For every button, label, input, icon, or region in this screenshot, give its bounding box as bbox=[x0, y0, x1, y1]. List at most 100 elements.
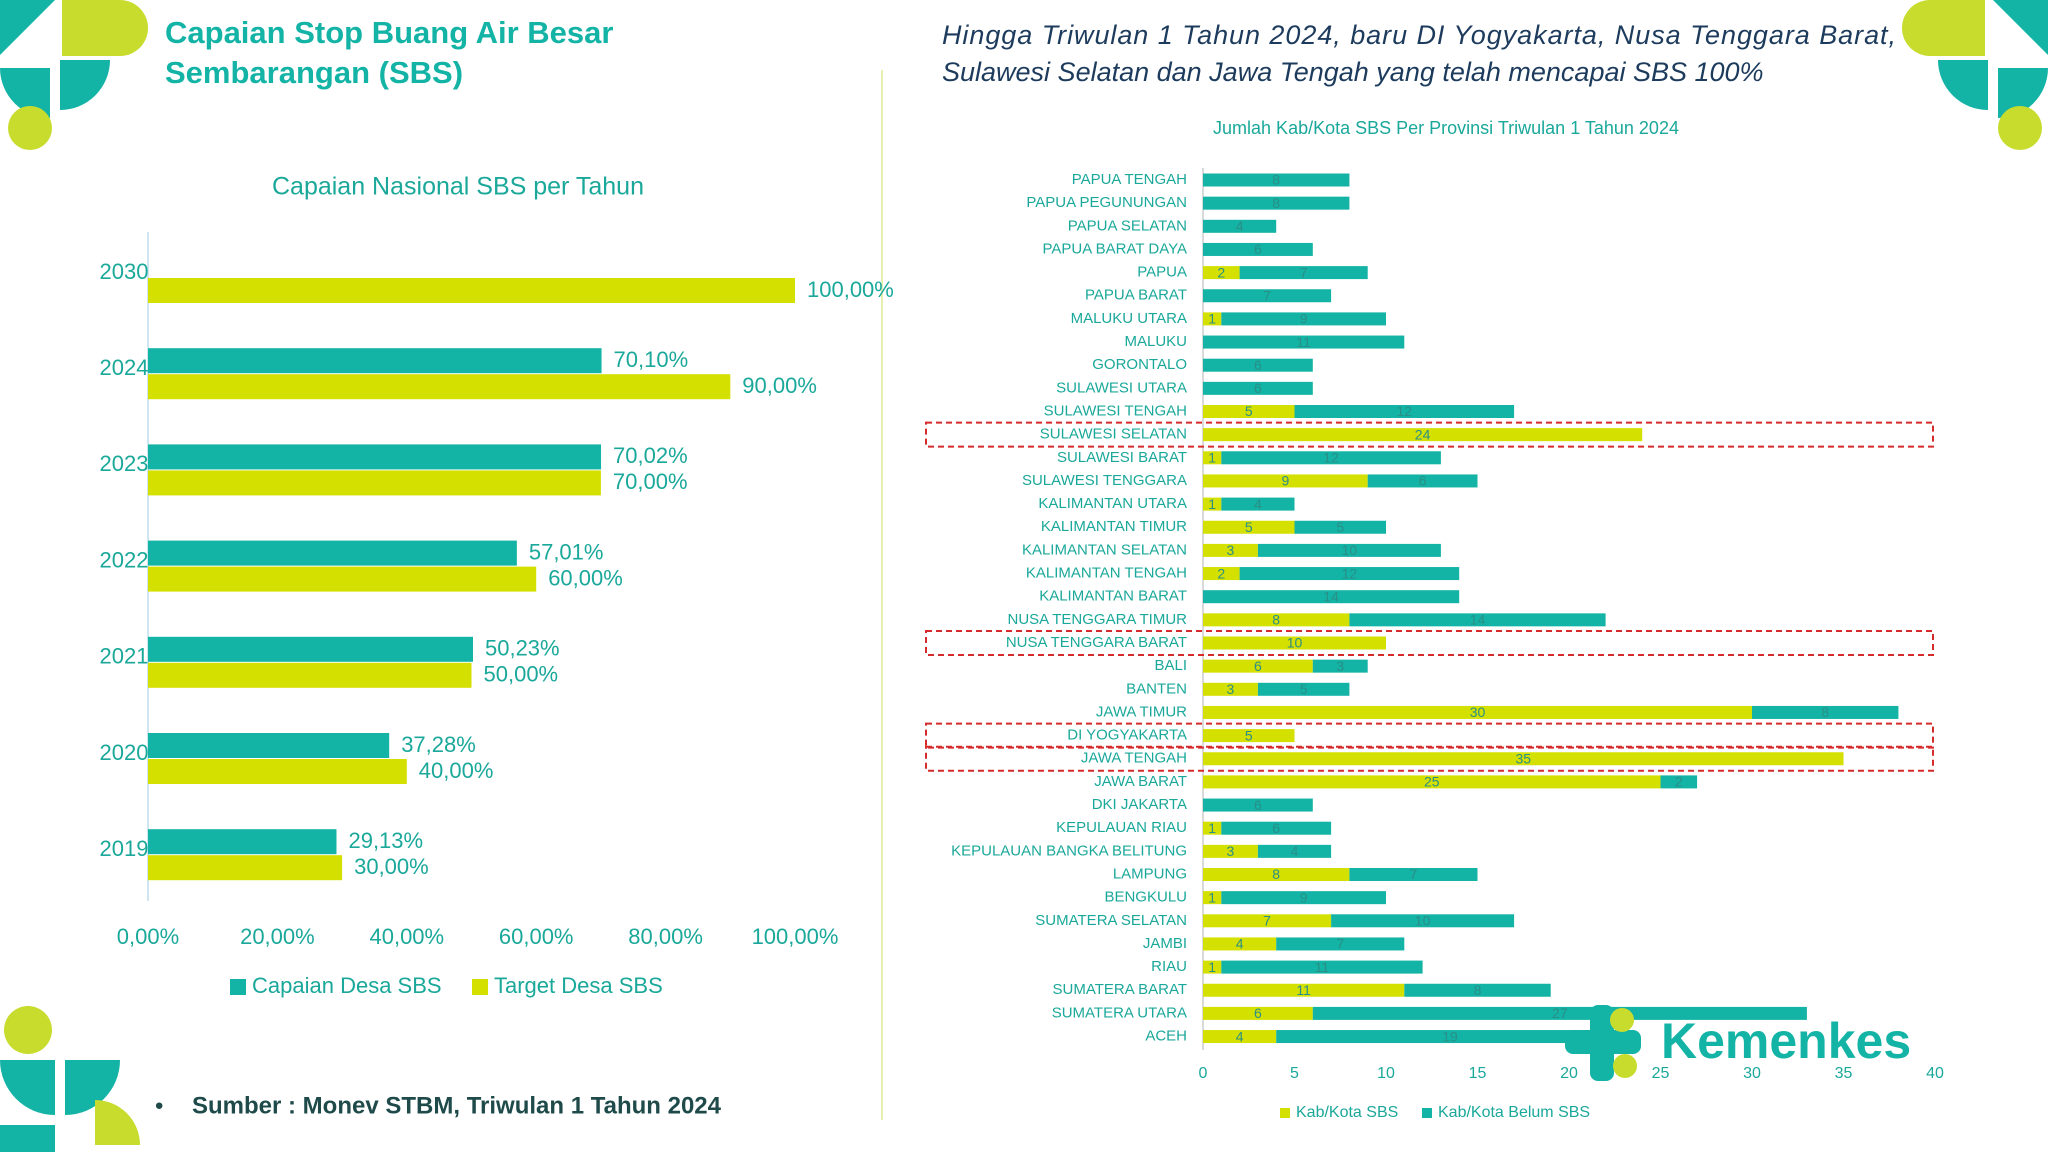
bar-segment bbox=[1367, 474, 1478, 488]
data-label: 6 bbox=[1254, 241, 1262, 257]
bar-segment bbox=[1203, 173, 1350, 187]
bar-segment bbox=[1203, 567, 1240, 581]
data-label: 60,00% bbox=[548, 565, 623, 590]
data-label: 90,00% bbox=[742, 373, 817, 398]
y-tick-label: BANTEN bbox=[1126, 680, 1187, 697]
y-tick-label: KALIMANTAN TIMUR bbox=[1041, 518, 1187, 535]
data-label: 27 bbox=[1552, 1005, 1568, 1021]
legend-swatch bbox=[472, 979, 488, 995]
x-tick-label: 0 bbox=[1199, 1065, 1208, 1082]
data-label: 2 bbox=[1217, 565, 1225, 581]
bar-segment bbox=[1203, 798, 1313, 812]
data-label: 4 bbox=[1236, 218, 1244, 234]
bar-segment bbox=[1294, 405, 1515, 418]
bar-segment bbox=[1203, 1030, 1277, 1044]
y-tick-label: 2030 bbox=[100, 259, 149, 284]
data-label: 10 bbox=[1287, 635, 1303, 651]
data-label: 35 bbox=[1515, 750, 1531, 766]
y-tick-label: 2023 bbox=[100, 451, 149, 476]
bar bbox=[148, 444, 602, 470]
data-label: 11 bbox=[1296, 982, 1311, 998]
bar-segment bbox=[1404, 983, 1551, 997]
y-tick-label: KALIMANTAN UTARA bbox=[1038, 495, 1187, 512]
x-tick-label: 60,00% bbox=[499, 924, 574, 949]
bar-segment bbox=[1203, 868, 1350, 881]
data-label: 11 bbox=[1315, 959, 1330, 975]
bar bbox=[148, 348, 602, 374]
data-label: 57,01% bbox=[529, 539, 604, 564]
brand-name: Kemenkes bbox=[1661, 1013, 1911, 1069]
y-tick-label: SUMATERA SELATAN bbox=[1035, 912, 1187, 929]
data-label: 8 bbox=[1272, 866, 1280, 882]
x-tick-label: 10 bbox=[1377, 1065, 1395, 1082]
data-label: 7 bbox=[1300, 264, 1308, 280]
data-label: 6 bbox=[1419, 473, 1427, 489]
y-tick-label: PAPUA BARAT bbox=[1085, 287, 1187, 304]
y-tick-label: KALIMANTAN TENGAH bbox=[1026, 565, 1187, 582]
highlight-box bbox=[925, 421, 1934, 448]
bar-segment bbox=[1257, 682, 1350, 696]
x-tick-label: 30 bbox=[1743, 1065, 1761, 1082]
y-tick-label: 2024 bbox=[100, 355, 149, 380]
y-tick-label: KALIMANTAN BARAT bbox=[1039, 588, 1187, 605]
legend-swatch bbox=[1422, 1108, 1432, 1118]
bar bbox=[148, 470, 601, 496]
data-label: 4 bbox=[1236, 936, 1244, 952]
y-tick-label: PAPUA PEGUNUNGAN bbox=[1026, 194, 1187, 211]
bar-segment bbox=[1203, 590, 1460, 604]
data-label: 6 bbox=[1254, 380, 1262, 396]
y-tick-label: SULAWESI TENGGARA bbox=[1022, 472, 1187, 489]
y-tick-label: DI YOGYAKARTA bbox=[1067, 727, 1187, 744]
bar-segment bbox=[1203, 1006, 1313, 1020]
y-tick-label: DKI JAKARTA bbox=[1092, 796, 1187, 813]
data-label: 8 bbox=[1474, 982, 1482, 998]
decor-top-left bbox=[0, 0, 148, 150]
data-label: 70,02% bbox=[613, 443, 688, 468]
headline-line: Sulawesi Selatan dan Jawa Tengah yang te… bbox=[942, 57, 1764, 87]
bar-segment bbox=[1203, 451, 1222, 465]
legend-label: Kab/Kota Belum SBS bbox=[1438, 1104, 1590, 1121]
bar-segment bbox=[1203, 312, 1222, 326]
bar bbox=[148, 733, 390, 758]
data-label: 12 bbox=[1397, 403, 1413, 419]
bar-segment bbox=[1203, 844, 1258, 858]
bar-segment bbox=[1203, 474, 1368, 488]
y-tick-label: ACEH bbox=[1145, 1028, 1187, 1045]
bar bbox=[148, 566, 537, 592]
bar-segment bbox=[1203, 428, 1643, 442]
data-label: 100,00% bbox=[807, 277, 894, 302]
y-tick-label: 2020 bbox=[100, 740, 149, 765]
data-label: 3 bbox=[1227, 542, 1235, 558]
data-label: 8 bbox=[1272, 195, 1280, 211]
data-label: 1 bbox=[1208, 889, 1216, 905]
bar-segment bbox=[1203, 219, 1277, 233]
bar-segment bbox=[1276, 1030, 1624, 1044]
title-line: Sembarangan (SBS) bbox=[165, 55, 463, 90]
data-label: 9 bbox=[1300, 889, 1308, 905]
x-tick-label: 25 bbox=[1652, 1065, 1670, 1082]
bar-segment bbox=[1239, 567, 1460, 581]
data-label: 50,23% bbox=[485, 636, 560, 661]
bar-segment bbox=[1239, 266, 1368, 280]
decor-top-right bbox=[1902, 0, 2048, 150]
bar-segment bbox=[1203, 821, 1222, 835]
bar bbox=[148, 855, 343, 881]
data-label: 50,00% bbox=[484, 662, 559, 687]
data-label: 25 bbox=[1424, 774, 1440, 790]
bar bbox=[148, 540, 517, 566]
bar-segment bbox=[1203, 752, 1844, 766]
y-tick-label: SUMATERA UTARA bbox=[1052, 1004, 1187, 1021]
data-label: 29,13% bbox=[348, 828, 423, 853]
title-line: Capaian Stop Buang Air Besar bbox=[165, 15, 613, 50]
data-label: 6 bbox=[1254, 797, 1262, 813]
data-label: 1 bbox=[1208, 820, 1216, 836]
bar-segment bbox=[1203, 381, 1313, 395]
bar-segment bbox=[1203, 891, 1222, 905]
bar-segment bbox=[1203, 405, 1295, 418]
bar-segment bbox=[1203, 497, 1222, 511]
data-label: 3 bbox=[1227, 843, 1235, 859]
bar-segment bbox=[1203, 289, 1332, 303]
bar-segment bbox=[1349, 868, 1478, 881]
data-label: 2 bbox=[1675, 774, 1683, 790]
legend-swatch bbox=[1280, 1108, 1290, 1118]
